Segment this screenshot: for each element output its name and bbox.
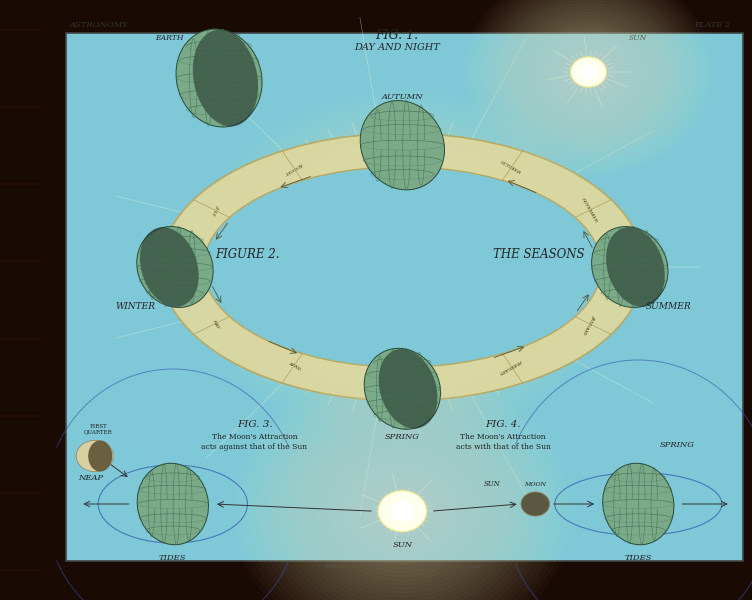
Text: JANUARY: JANUARY	[582, 314, 596, 335]
Ellipse shape	[379, 349, 438, 428]
Text: acts with that of the Sun: acts with that of the Sun	[456, 443, 550, 451]
Text: SUN: SUN	[629, 34, 647, 41]
Text: SEPTEMBER: SEPTEMBER	[387, 151, 417, 154]
Text: FIG. 1.: FIG. 1.	[375, 29, 418, 42]
Circle shape	[390, 501, 414, 521]
Text: TIDES: TIDES	[625, 554, 652, 562]
Text: MARCH: MARCH	[393, 380, 411, 383]
Text: MOON: MOON	[524, 482, 546, 487]
Text: DAY AND NIGHT: DAY AND NIGHT	[353, 43, 440, 52]
Ellipse shape	[176, 29, 262, 127]
Text: acts against that of the Sun: acts against that of the Sun	[202, 443, 308, 451]
Text: FIG. 3.: FIG. 3.	[237, 420, 272, 429]
Text: FEBRUARY: FEBRUARY	[499, 358, 523, 374]
Text: SPRING: SPRING	[385, 433, 420, 441]
Text: SUMMER: SUMMER	[646, 302, 692, 311]
Ellipse shape	[606, 227, 665, 307]
Text: The Moon's Attraction: The Moon's Attraction	[212, 433, 297, 441]
Text: JUNE: JUNE	[184, 260, 189, 274]
Ellipse shape	[360, 101, 444, 190]
Text: FIG. 4.: FIG. 4.	[486, 420, 521, 429]
Text: William Blackwood & Sons, Edinburgh & London: William Blackwood & Sons, Edinburgh & Lo…	[324, 564, 481, 569]
Ellipse shape	[161, 133, 644, 401]
Circle shape	[76, 440, 113, 472]
Text: NOVEMBER: NOVEMBER	[581, 197, 598, 223]
Ellipse shape	[203, 167, 602, 367]
Text: NEAP: NEAP	[78, 474, 104, 482]
Text: MAY: MAY	[211, 319, 220, 330]
Ellipse shape	[592, 227, 668, 307]
Circle shape	[521, 492, 550, 516]
Text: DECEMBER: DECEMBER	[616, 253, 620, 281]
Circle shape	[378, 491, 426, 532]
Circle shape	[372, 242, 432, 292]
Circle shape	[571, 57, 606, 87]
Text: TIDES: TIDES	[159, 554, 186, 562]
Text: APRIL: APRIL	[287, 361, 302, 371]
Text: PLATE 2: PLATE 2	[694, 21, 731, 29]
Text: FIRST
QUARTER: FIRST QUARTER	[83, 424, 113, 434]
Text: AUTUMN: AUTUMN	[381, 93, 423, 101]
Circle shape	[521, 492, 550, 516]
Circle shape	[387, 254, 417, 280]
Text: ASTRONOMY: ASTRONOMY	[70, 21, 129, 29]
Text: SPRING: SPRING	[660, 441, 695, 449]
Ellipse shape	[364, 349, 441, 429]
Text: SUN: SUN	[484, 480, 501, 488]
Circle shape	[580, 64, 597, 79]
Ellipse shape	[137, 463, 208, 545]
Text: JULY: JULY	[211, 204, 220, 215]
Text: The Moon's Attraction: The Moon's Attraction	[460, 433, 546, 441]
Bar	[66, 33, 743, 561]
Ellipse shape	[140, 227, 199, 307]
Text: SUN: SUN	[393, 541, 412, 549]
Text: OCTOBER: OCTOBER	[499, 160, 521, 175]
Ellipse shape	[137, 227, 213, 307]
Text: FIGURE 2.: FIGURE 2.	[215, 248, 280, 262]
Text: WINTER: WINTER	[116, 302, 156, 311]
Ellipse shape	[193, 29, 258, 127]
Ellipse shape	[88, 440, 112, 472]
Text: AUGUST: AUGUST	[285, 161, 304, 175]
Text: EARTH: EARTH	[155, 34, 183, 41]
Text: THE SEASONS: THE SEASONS	[493, 248, 584, 262]
Ellipse shape	[602, 463, 674, 545]
